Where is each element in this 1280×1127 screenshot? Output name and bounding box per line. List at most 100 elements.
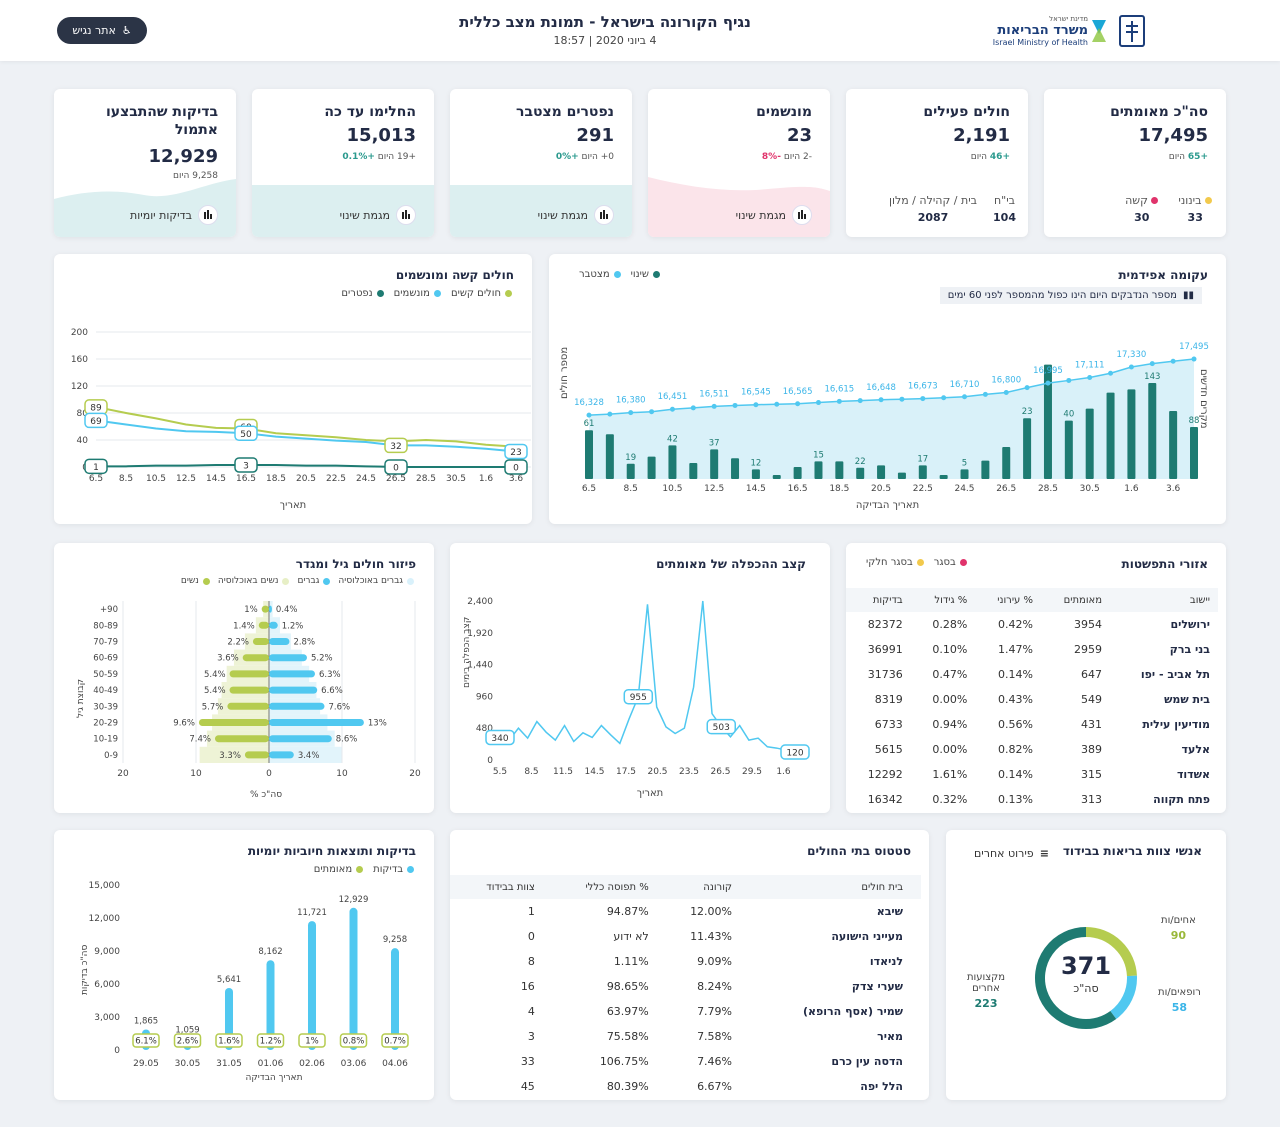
tests-value-label: 11,721 xyxy=(297,908,327,918)
trend-button[interactable]: מגמת שינוי xyxy=(538,205,614,225)
region-row[interactable]: תל אביב - יפו 647 0.14% 0.47% 31736 xyxy=(846,662,1218,687)
table-cell: אשדוד xyxy=(1176,768,1210,781)
cumulative-point xyxy=(899,396,905,402)
x-tick-label: 30.5 xyxy=(446,474,466,484)
epi-bar xyxy=(751,469,760,479)
col-staff-isolation[interactable]: צוות בבידוד xyxy=(450,875,543,899)
women-value-label: 1.4% xyxy=(233,621,255,631)
men-value-label: 13% xyxy=(368,719,387,729)
cumulative-point xyxy=(941,395,947,401)
table-cell: 0.00% xyxy=(932,743,968,756)
moderate-value: 33 xyxy=(1187,211,1203,224)
women-value-label: 3.6% xyxy=(217,654,239,664)
hospital-row[interactable]: הלל יפה 6.67% 80.39% 45 xyxy=(450,1074,921,1099)
trend-button[interactable]: מגמת שינוי xyxy=(340,205,416,225)
accessibility-button[interactable]: ♿ אתר נגיש xyxy=(57,17,147,44)
trend-button[interactable]: מגמת שינוי xyxy=(736,205,812,225)
col-corona[interactable]: קורונה xyxy=(656,875,741,899)
table-cell: 106.75% xyxy=(599,1055,649,1068)
donut-slice xyxy=(1085,927,1137,977)
table-cell: 0.10% xyxy=(932,643,968,656)
y-axis-right-title: מקרים חדשים xyxy=(1198,369,1209,429)
ministry-logo[interactable]: מדינת ישראל משרד הבריאות Israel Ministry… xyxy=(980,12,1150,52)
x-tick-label: 3.6 xyxy=(1166,484,1181,494)
tests-value-label: 12,929 xyxy=(339,895,369,905)
table-cell: הדסה עין כרם xyxy=(831,1055,903,1068)
hospital-row[interactable]: הדסה עין כרם 7.46% 106.75% 33 xyxy=(450,1049,921,1074)
tests-value-label: 8,162 xyxy=(258,947,282,957)
bar-label: 42 xyxy=(667,434,678,444)
y-axis-left-title: מספר חולים xyxy=(559,346,570,399)
others-detail-button[interactable]: ≡ פירוט אחרים xyxy=(974,847,1049,860)
col-occupancy[interactable]: % תפוסה כללי xyxy=(542,875,657,899)
severe-card: חולים קשה ומונשמים חולים קשים מונשמים נפ… xyxy=(54,254,532,524)
women-value-label: 5.4% xyxy=(204,686,226,696)
hospital-row[interactable]: מאיר 7.58% 75.58% 3 xyxy=(450,1024,921,1049)
x-tick-label: 29.5 xyxy=(742,767,762,777)
region-row[interactable]: בני ברק 2959 1.47% 0.10% 36991 xyxy=(846,637,1218,662)
tests-value-label: 1,865 xyxy=(134,1016,158,1026)
table-cell: 389 xyxy=(1081,743,1103,756)
cumulative-label: 16,380 xyxy=(616,396,646,406)
y-tick-label: 12,000 xyxy=(89,914,121,924)
col-growth[interactable]: % גידול xyxy=(910,588,976,612)
hospital-row[interactable]: שיבא 12.00% 94.87% 1 xyxy=(450,899,921,924)
positive-rate-label: 2.6% xyxy=(177,1037,199,1047)
epi-bar xyxy=(1064,420,1073,479)
region-row[interactable]: אשדוד 315 0.14% 1.61% 12292 xyxy=(846,762,1218,787)
wheelchair-icon: ♿ xyxy=(121,24,132,37)
x-axis-title: תאריך xyxy=(279,500,307,511)
logo-subtitle: מדינת ישראל xyxy=(1049,15,1088,23)
trend-area xyxy=(252,185,434,237)
age-group-label: +90 xyxy=(100,605,118,615)
epi-bar xyxy=(668,445,677,479)
col-tests[interactable]: בדיקות xyxy=(846,588,911,612)
epi-chart: 16,328 16,380 16,451 16,511 16,545 16,565 16,6… xyxy=(574,342,1209,494)
region-row[interactable]: פתח תקווה 313 0.13% 0.32% 16342 xyxy=(846,787,1218,812)
table-cell: 4 xyxy=(527,1005,535,1018)
chart-title: פיזור חולים גיל ומגדר xyxy=(295,557,416,571)
table-cell: בני ברק xyxy=(1169,643,1210,656)
epi-bar xyxy=(1127,389,1136,479)
region-row[interactable]: מודיעין עילית 431 0.56% 0.94% 6733 xyxy=(846,712,1218,737)
chart-legend: בדיקות מאומתים xyxy=(314,864,414,875)
epi-bar xyxy=(731,458,740,479)
region-row[interactable]: אלעד 389 0.82% 0.00% 5615 xyxy=(846,737,1218,762)
value-callout xyxy=(234,457,258,473)
col-city[interactable]: יישוב xyxy=(1110,588,1218,612)
region-row[interactable]: ירושלים 3954 0.42% 0.28% 82372 xyxy=(846,612,1218,637)
severity-breakdown: בינוני 33 קשה 30 xyxy=(1112,194,1212,224)
cumulative-point xyxy=(920,396,926,402)
women-bar xyxy=(258,621,269,629)
table-cell: 6.67% xyxy=(697,1080,733,1093)
y-tick-label: 1,440 xyxy=(467,661,493,671)
daily-tests-button[interactable]: בדיקות יומיות xyxy=(130,205,218,225)
table-cell: אלעד xyxy=(1181,743,1210,756)
staff-isolation-card: אנשי צוות בריאות בבידוד ≡ פירוט אחרים 371… xyxy=(946,830,1226,1100)
col-hospital[interactable]: בית חולים xyxy=(740,875,921,899)
value-label: 23 xyxy=(510,448,521,458)
epi-bar xyxy=(835,461,844,479)
table-cell: 7.46% xyxy=(697,1055,733,1068)
severe-label: קשה xyxy=(1125,194,1148,207)
col-urban-pct[interactable]: % עירוני xyxy=(975,588,1041,612)
men-value-label: 3.4% xyxy=(298,751,320,761)
hospital-row[interactable]: שמיר (אסף הרופא) 7.79% 63.97% 4 xyxy=(450,999,921,1024)
tests-value-label: 1,059 xyxy=(175,1025,199,1035)
age-group-label: 0-9 xyxy=(104,751,118,761)
bar-label: 88 xyxy=(1189,416,1200,426)
women-bar xyxy=(244,751,269,759)
kpi-delta: +46 היום xyxy=(970,152,1010,162)
kpi-active: חולים פעילים 2,191 +46 היום בי"ח 104 בית … xyxy=(846,89,1028,237)
kpi-delta: 0+ היום +0% xyxy=(555,152,614,162)
table-cell: 98.65% xyxy=(606,980,649,993)
hospital-row[interactable]: שערי צדק 8.24% 98.65% 16 xyxy=(450,974,921,999)
value-callout xyxy=(504,443,528,460)
hospital-row[interactable]: לניאדו 9.09% 1.11% 8 xyxy=(450,949,921,974)
age-group-label: 30-39 xyxy=(93,702,118,712)
col-confirmed[interactable]: מאומתים xyxy=(1041,588,1111,612)
region-row[interactable]: בית שמש 549 0.43% 0.00% 8319 xyxy=(846,687,1218,712)
y-tick-label: 9,000 xyxy=(94,947,120,957)
kpi-value: 15,013 xyxy=(346,125,416,146)
hospital-row[interactable]: מעייני הישועה 11.43% לא ידוע 0 xyxy=(450,924,921,949)
